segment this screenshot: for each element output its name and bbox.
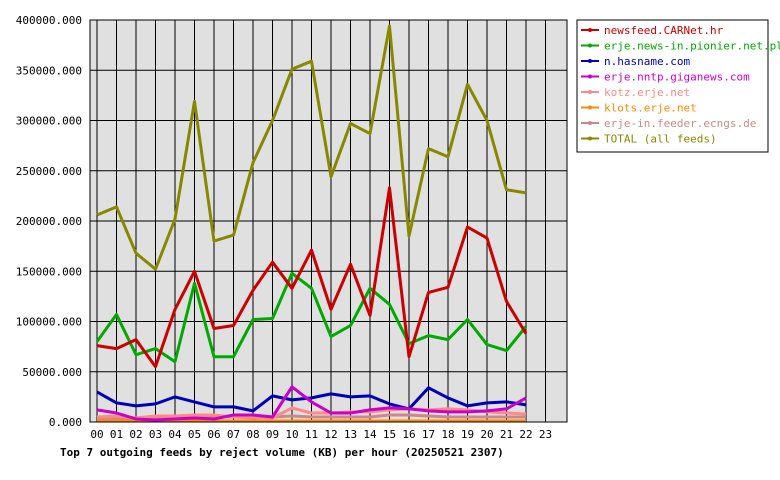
x-tick-label: 22	[519, 428, 532, 441]
x-tick-label: 23	[539, 428, 552, 441]
y-tick-label: 300000.000	[16, 115, 82, 128]
legend-marker	[588, 59, 592, 63]
series-line	[96, 24, 527, 271]
x-tick-label: 05	[188, 428, 201, 441]
y-tick-label: 350000.000	[16, 64, 82, 77]
plot-border	[89, 19, 568, 423]
x-tick-label: 08	[246, 428, 259, 441]
x-tick-label: 07	[227, 428, 240, 441]
legend-label: erje-in.feeder.ecngs.de	[604, 117, 756, 130]
series-line	[96, 386, 527, 413]
x-tick-label: 00	[90, 428, 103, 441]
legend: newsfeed.CARNet.hr erje.news-in.pionier.n…	[576, 19, 780, 153]
legend-marker	[588, 28, 592, 32]
x-tick-label: 19	[461, 428, 474, 441]
legend-marker	[588, 90, 592, 94]
y-tick-label: 100000.000	[16, 316, 82, 329]
legend-marker	[588, 74, 592, 79]
legend-label: erje.news-in.pionier.net.pl	[604, 40, 780, 53]
x-tick-label: 09	[266, 428, 279, 441]
x-tick-label: 11	[305, 428, 318, 441]
legend-marker	[588, 43, 592, 48]
x-tick-label: 16	[402, 428, 415, 441]
x-tick-label: 03	[149, 428, 162, 441]
x-tick-label: 17	[422, 428, 435, 441]
series-line	[96, 186, 528, 369]
x-tick-label: 21	[500, 428, 513, 441]
x-tick-label: 12	[324, 428, 337, 441]
chart-title: Top 7 outgoing feeds by reject volume (K…	[60, 446, 504, 459]
x-tick-label: 01	[110, 428, 123, 441]
x-axis-ticks: 00 01 02 03 04 05 06 07 08 09 10 11 12 13 14 15 16 17 18 19…	[90, 428, 552, 441]
x-tick-label: 14	[363, 428, 377, 441]
series-line	[96, 406, 527, 420]
y-axis-ticks: 0.000 50000.000 100000.000 150000.000 200000…	[16, 14, 82, 429]
y-tick-label: 200000.000	[16, 215, 82, 228]
legend-marker	[588, 136, 592, 141]
x-tick-label: 04	[168, 428, 182, 441]
legend-label: kotz.erje.net	[604, 86, 690, 99]
x-tick-label: 10	[285, 428, 298, 441]
legend-label: newsfeed.CARNet.hr	[604, 24, 724, 37]
legend-marker	[588, 105, 592, 110]
x-tick-label: 20	[480, 428, 493, 441]
series-line	[95, 271, 528, 364]
x-tick-label: 15	[383, 428, 396, 441]
x-tick-label: 02	[129, 428, 142, 441]
x-tick-label: 13	[344, 428, 357, 441]
legend-label: erje.nntp.giganews.com	[604, 71, 750, 84]
y-tick-label: 50000.000	[22, 366, 82, 379]
x-tick-label: 18	[441, 428, 454, 441]
y-tick-label: 400000.000	[16, 14, 82, 27]
x-tick-label: 06	[207, 428, 220, 441]
y-tick-label: 150000.000	[16, 265, 82, 278]
legend-label: TOTAL (all feeds)	[604, 133, 717, 146]
legend-marker	[588, 121, 592, 125]
legend-box	[576, 19, 769, 153]
series-line	[96, 385, 527, 422]
y-tick-label: 0.000	[49, 416, 82, 429]
legend-label: n.hasname.com	[604, 55, 690, 68]
legend-label: klots.erje.net	[604, 102, 697, 115]
y-tick-label: 250000.000	[16, 165, 82, 178]
series-lines	[95, 24, 528, 423]
